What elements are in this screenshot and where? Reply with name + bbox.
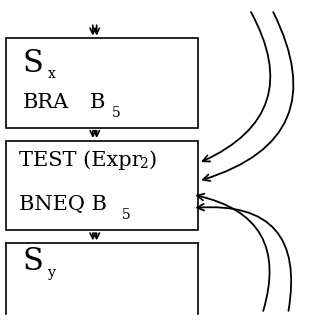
Text: BNEQ B: BNEQ B	[19, 196, 107, 214]
Text: 2: 2	[139, 157, 148, 171]
Bar	[6, 38, 198, 128]
Text: y: y	[48, 266, 56, 280]
Text: B: B	[90, 93, 105, 112]
Text: S: S	[22, 246, 43, 277]
Text: BRA: BRA	[22, 93, 69, 112]
Bar	[6, 141, 198, 230]
Text: 5: 5	[112, 106, 121, 120]
Text: S: S	[22, 48, 43, 79]
Text: x: x	[48, 67, 56, 81]
Text: ): )	[149, 150, 157, 169]
Text: 5: 5	[122, 208, 130, 222]
Text: TEST (Expr: TEST (Expr	[19, 150, 142, 170]
